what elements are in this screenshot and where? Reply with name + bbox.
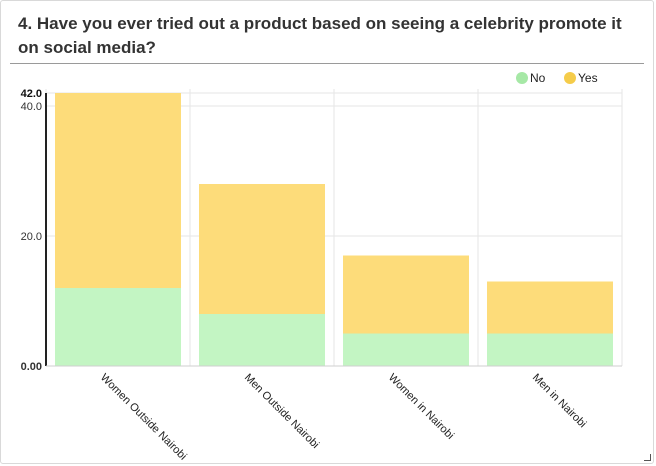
legend-marker-no [516,72,528,84]
bar-no-1 [55,288,181,366]
x-category-label: Women in Nairobi [386,372,456,442]
y-tick-label: 40.0 [21,101,42,113]
bar-no-3 [343,333,469,366]
y-tick-label: 20.0 [21,231,42,243]
bar-yes-2 [199,184,325,314]
stacked-bar-chart: 0.00 20.0 40.042.0 Women Outside Nairobi Men… [21,71,623,463]
question-title: 4. Have you ever tried out a product bas… [18,14,622,57]
x-category-label: Men Outside Nairobi [242,372,321,451]
bar-yes-4 [487,281,613,334]
legend-marker-yes [564,72,576,84]
bar-no-2 [199,314,325,366]
x-category-label: Men in Nairobi [530,372,589,431]
bar-no-4 [487,333,613,366]
y-max-label: 42.0 [21,88,42,100]
y-tick-label: 0.00 [21,361,42,373]
legend-label-no: No [530,71,546,85]
resize-handle[interactable] [644,454,651,461]
title-divider [10,63,644,64]
bar-yes-1 [55,93,181,288]
x-category-label: Women Outside Nairobi [98,372,189,463]
legend-label-yes: Yes [578,71,598,85]
bars [55,93,613,366]
legend: No Yes [516,71,598,85]
bar-yes-3 [343,255,469,334]
